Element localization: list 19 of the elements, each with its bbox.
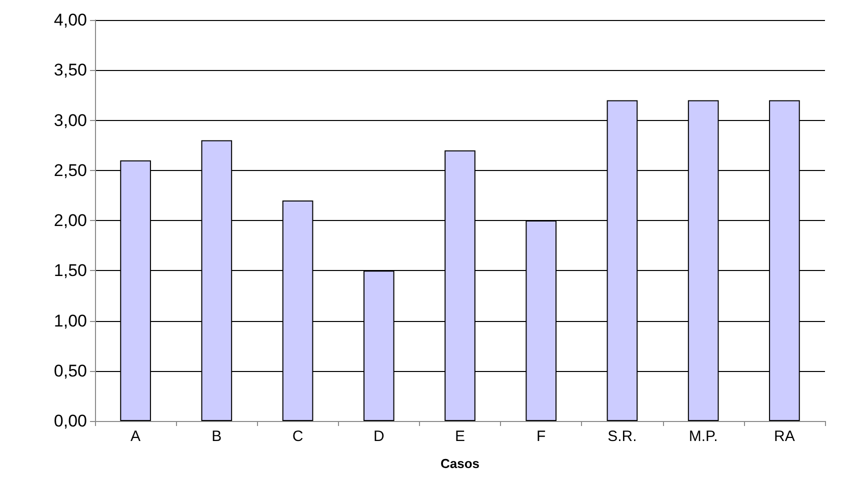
- x-tick-label: M.P.: [688, 428, 718, 445]
- y-tick-label: 2,00: [54, 211, 87, 230]
- x-tick-label: S.R.: [608, 428, 637, 445]
- x-tick-label: D: [373, 428, 384, 445]
- y-tick-label: 0,00: [54, 412, 87, 430]
- y-tick-label: 1,50: [54, 261, 87, 280]
- x-tick-label: C: [292, 428, 304, 445]
- y-tick-label: 2,50: [54, 160, 87, 180]
- x-tick-label: E: [454, 428, 466, 445]
- x-axis-title: Casos: [440, 456, 480, 471]
- y-tick-label: 0,50: [54, 361, 87, 380]
- y-tick-label: 3,50: [54, 60, 87, 80]
- x-tick-label: B: [212, 428, 222, 445]
- y-tick-label: 1,00: [54, 311, 87, 330]
- x-tick-label: A: [130, 428, 141, 445]
- y-tick-label: 4,00: [54, 10, 87, 30]
- x-tick-label: F: [536, 428, 546, 445]
- x-tick-label: RA: [774, 428, 795, 445]
- y-tick-label: 3,00: [54, 110, 87, 130]
